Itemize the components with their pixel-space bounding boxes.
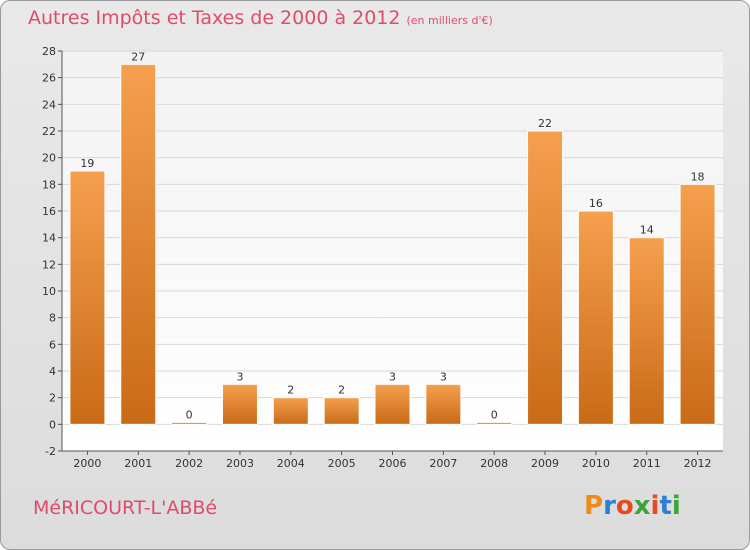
logo-letter: r (603, 491, 616, 521)
bar-value-label: 2 (287, 384, 294, 397)
bar (69, 170, 106, 425)
bar (171, 421, 208, 425)
chart-unit: (en milliers d'€) (406, 14, 493, 27)
y-tick-label: 18 (42, 178, 56, 191)
proxiti-logo: Proxiti (584, 491, 681, 521)
bar (323, 397, 360, 425)
x-tick-label: 2003 (226, 457, 254, 470)
bar (374, 383, 411, 425)
bar (120, 63, 157, 425)
y-tick-label: 26 (42, 72, 56, 85)
y-tick-label: 20 (42, 152, 56, 165)
bar-value-label: 0 (491, 408, 498, 421)
logo-letter: o (615, 491, 634, 521)
y-tick-label: 0 (49, 418, 56, 431)
bar-value-label: 0 (186, 408, 193, 421)
bar (628, 237, 665, 425)
x-tick-label: 2002 (175, 457, 203, 470)
x-tick-label: 2010 (582, 457, 610, 470)
bar-value-label: 19 (80, 157, 94, 170)
bar (221, 383, 258, 425)
y-tick-label: 22 (42, 125, 56, 138)
bar-value-label: 3 (236, 370, 243, 383)
chart-title: Autres Impôts et Taxes de 2000 à 2012 (en… (28, 7, 493, 29)
x-tick-label: 2007 (429, 457, 457, 470)
logo-letter: P (584, 491, 604, 521)
bar-value-label: 3 (440, 370, 447, 383)
x-tick-label: 2012 (684, 457, 712, 470)
x-tick-label: 2008 (480, 457, 508, 470)
x-tick-label: 2005 (328, 457, 356, 470)
y-tick-label: -2 (45, 445, 56, 458)
y-tick-label: 16 (42, 205, 56, 218)
x-tick-label: 2004 (277, 457, 305, 470)
chart-title-text: Autres Impôts et Taxes de 2000 à 2012 (28, 7, 401, 29)
y-tick-label: 14 (42, 232, 56, 245)
logo-letter: x (633, 491, 651, 521)
logo-letter: t (659, 491, 672, 521)
y-tick-label: 8 (49, 312, 56, 325)
bar-value-label: 3 (389, 370, 396, 383)
x-tick-label: 2001 (124, 457, 152, 470)
bar (272, 397, 309, 425)
y-tick-label: 12 (42, 258, 56, 271)
commune-name: MéRICOURT-L'ABBé (33, 497, 218, 519)
bar (577, 210, 614, 425)
y-tick-label: 24 (42, 98, 56, 111)
bar-value-label: 2 (338, 384, 345, 397)
y-tick-label: 10 (42, 285, 56, 298)
x-tick-label: 2009 (531, 457, 559, 470)
bar-value-label: 16 (589, 197, 603, 210)
y-tick-label: 28 (42, 45, 56, 58)
bar-value-label: 14 (640, 224, 654, 237)
x-tick-label: 2011 (633, 457, 661, 470)
logo-letter: i (650, 491, 660, 521)
bar (425, 383, 462, 425)
bar-value-label: 18 (691, 170, 705, 183)
bar-value-label: 27 (131, 50, 145, 63)
bar (679, 183, 716, 425)
y-tick-label: 4 (49, 365, 56, 378)
bar (527, 130, 564, 425)
x-tick-label: 2006 (379, 457, 407, 470)
y-tick-label: 6 (49, 338, 56, 351)
bar (476, 421, 513, 425)
x-tick-label: 2000 (73, 457, 101, 470)
y-tick-label: 2 (49, 392, 56, 405)
bar-value-label: 22 (538, 117, 552, 130)
logo-letter: i (671, 491, 681, 521)
